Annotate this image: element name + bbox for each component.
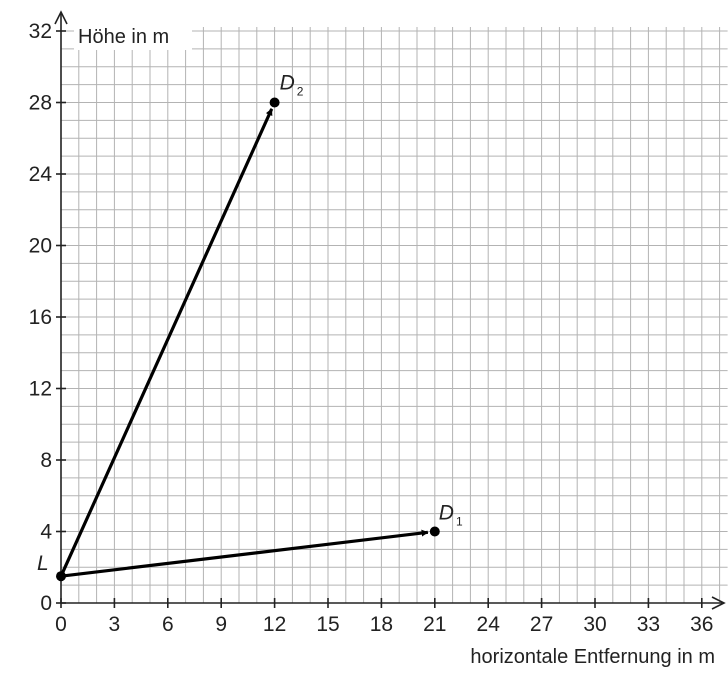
y-tick-label: 16 <box>29 306 52 329</box>
point-D2 <box>269 97 280 108</box>
point-subscript-D2: 2 <box>297 85 304 99</box>
point-subscript-D1: 1 <box>456 515 463 529</box>
x-tick-label: 21 <box>423 613 446 636</box>
x-tick-label: 6 <box>162 613 174 636</box>
points: L D 1 D 2 <box>37 72 463 582</box>
x-tick-label: 12 <box>263 613 286 636</box>
y-tick-label: 8 <box>40 449 52 472</box>
x-tick-label: 3 <box>109 613 121 636</box>
point-D1 <box>429 526 440 537</box>
y-tick-label: 0 <box>40 592 52 615</box>
point-L <box>56 571 66 582</box>
x-tick-label: 18 <box>370 613 393 636</box>
y-tick-label: 32 <box>29 20 52 43</box>
y-tick-label: 4 <box>40 521 52 544</box>
y-axis-arrow <box>54 10 68 25</box>
y-axis-label: Höhe in m <box>78 26 169 48</box>
vector-L-D2 <box>59 108 274 577</box>
x-tick-label: 0 <box>55 613 67 636</box>
y-tick-label: 20 <box>29 235 52 258</box>
labels: Höhe in m horizontale Entfernung in m <box>74 24 715 668</box>
grid <box>61 27 728 603</box>
x-tick-label: 33 <box>637 613 660 636</box>
x-axis-label: horizontale Entfernung in m <box>470 646 715 668</box>
x-tick-label: 9 <box>215 613 227 636</box>
vector-L-D1 <box>60 529 429 578</box>
vectors <box>59 108 429 578</box>
point-label-L: L <box>37 552 49 575</box>
y-tick-label: 28 <box>29 92 52 115</box>
x-tick-label: 36 <box>690 613 713 636</box>
x-tick-label: 24 <box>477 613 501 636</box>
x-tick-label: 15 <box>316 613 339 636</box>
y-tick-label: 12 <box>29 378 52 401</box>
y-axis-label-background <box>74 24 192 50</box>
x-tick-label: 27 <box>530 613 553 636</box>
x-axis-arrow <box>711 596 726 610</box>
x-tick-label: 30 <box>583 613 606 636</box>
y-tick-label: 24 <box>29 163 53 186</box>
